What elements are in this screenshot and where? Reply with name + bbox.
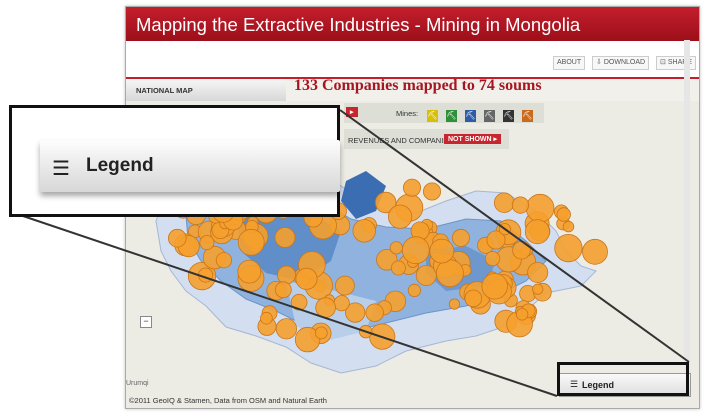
share-button[interactable]: ⊡ SHARE <box>656 56 696 70</box>
company-marker[interactable] <box>429 238 455 264</box>
company-marker[interactable] <box>198 267 214 283</box>
company-marker[interactable] <box>525 193 555 223</box>
company-marker[interactable] <box>448 298 460 310</box>
company-marker[interactable] <box>365 303 384 322</box>
company-marker[interactable] <box>524 219 550 245</box>
coal-mine-icon[interactable]: ⛏ <box>446 110 457 122</box>
company-marker[interactable] <box>390 260 406 276</box>
header-divider <box>126 77 699 79</box>
company-marker[interactable] <box>352 219 376 243</box>
company-marker[interactable] <box>422 182 441 201</box>
mines-toggle-button[interactable]: ▸ <box>346 107 358 117</box>
company-marker[interactable] <box>358 324 373 339</box>
company-marker[interactable] <box>334 275 355 296</box>
mines-label: Mines: <box>396 109 419 118</box>
company-marker[interactable] <box>237 228 265 256</box>
company-marker[interactable] <box>260 311 273 325</box>
company-marker[interactable] <box>512 240 531 260</box>
share-label: SHARE <box>667 59 692 66</box>
company-marker[interactable] <box>435 259 464 288</box>
download-icon: ⇩ <box>596 59 602 66</box>
revenues-label: REVENUES AND COMPANIES: <box>348 136 456 145</box>
company-marker[interactable] <box>515 308 529 321</box>
revenues-toggle-button[interactable]: NOT SHOWN ▸ <box>444 134 502 144</box>
company-marker[interactable] <box>333 295 350 312</box>
mines-filter-row: Mines: ▸ <box>344 103 544 123</box>
toolbar: ABOUT ⇩ DOWNLOAD ⊡ SHARE <box>126 41 699 77</box>
download-button[interactable]: ⇩ DOWNLOAD <box>592 56 650 70</box>
company-marker[interactable] <box>527 261 549 283</box>
share-icon: ⊡ <box>660 59 666 66</box>
about-button[interactable]: ABOUT <box>553 56 586 70</box>
nav-national-map[interactable]: NATIONAL MAP <box>126 79 286 102</box>
company-marker[interactable] <box>481 273 508 300</box>
company-marker[interactable] <box>582 238 608 265</box>
page-headline: 133 Companies mapped to 74 soums <box>294 77 542 94</box>
company-marker[interactable] <box>494 192 515 213</box>
title-bar: Mapping the Extractive Industries - Mini… <box>126 7 699 41</box>
company-marker[interactable] <box>415 264 437 286</box>
scrollbar[interactable] <box>684 40 690 370</box>
company-marker[interactable] <box>389 241 403 255</box>
company-marker[interactable] <box>314 326 328 340</box>
company-marker[interactable] <box>387 204 413 229</box>
company-marker[interactable] <box>315 297 336 318</box>
legend-label: Legend <box>582 380 615 390</box>
uranium-mine-icon[interactable]: ⛏ <box>503 110 514 122</box>
company-marker[interactable] <box>237 259 262 284</box>
company-marker[interactable] <box>402 178 421 197</box>
place-label-urumqi: Urumqi <box>126 380 149 387</box>
company-marker[interactable] <box>464 289 483 308</box>
company-marker[interactable] <box>274 281 292 299</box>
company-marker[interactable] <box>369 323 396 350</box>
company-marker[interactable] <box>407 283 421 297</box>
revenues-filter-row: REVENUES AND COMPANIES: NOT SHOWN ▸ <box>344 129 509 149</box>
app-title: Mapping the Extractive Industries - Mini… <box>136 14 581 35</box>
company-marker[interactable] <box>554 234 583 263</box>
copper-mine-icon[interactable]: ⛏ <box>465 110 476 122</box>
company-marker[interactable] <box>290 293 308 311</box>
company-marker[interactable] <box>199 235 215 251</box>
company-marker[interactable] <box>295 267 318 290</box>
list-icon: ☰ <box>52 158 70 180</box>
other-mine-icon[interactable]: ⛏ <box>522 110 533 122</box>
company-marker[interactable] <box>511 196 529 214</box>
about-label: ABOUT <box>557 59 582 66</box>
download-label: DOWNLOAD <box>603 59 646 66</box>
legend-highlight-box <box>557 362 689 396</box>
revenues-button-label: NOT SHOWN <box>448 136 492 143</box>
map-attribution: ©2011 GeoIQ & Stamen, Data from OSM and … <box>129 396 327 405</box>
company-marker[interactable] <box>168 228 187 248</box>
company-marker[interactable] <box>275 318 297 340</box>
gold-mine-icon[interactable]: ⛏ <box>427 110 438 122</box>
company-marker[interactable] <box>274 227 296 248</box>
company-marker[interactable] <box>451 228 470 247</box>
company-marker[interactable] <box>498 223 511 236</box>
legend-zoom-label: Legend <box>86 155 154 176</box>
company-marker[interactable] <box>277 265 296 285</box>
company-marker[interactable] <box>532 283 544 295</box>
list-icon: ☰ <box>570 379 579 389</box>
nav-label: NATIONAL MAP <box>136 86 193 95</box>
company-marker[interactable] <box>562 220 575 233</box>
company-marker[interactable] <box>484 251 501 267</box>
legend-zoom-button: ☰ Legend <box>40 140 340 192</box>
iron-mine-icon[interactable]: ⛏ <box>484 110 495 122</box>
zoom-out-button[interactable]: − <box>140 316 152 328</box>
company-marker[interactable] <box>401 236 430 265</box>
company-marker[interactable] <box>215 252 233 269</box>
company-marker[interactable] <box>556 207 571 222</box>
legend-zoom-callout: ☰ Legend <box>9 105 340 217</box>
